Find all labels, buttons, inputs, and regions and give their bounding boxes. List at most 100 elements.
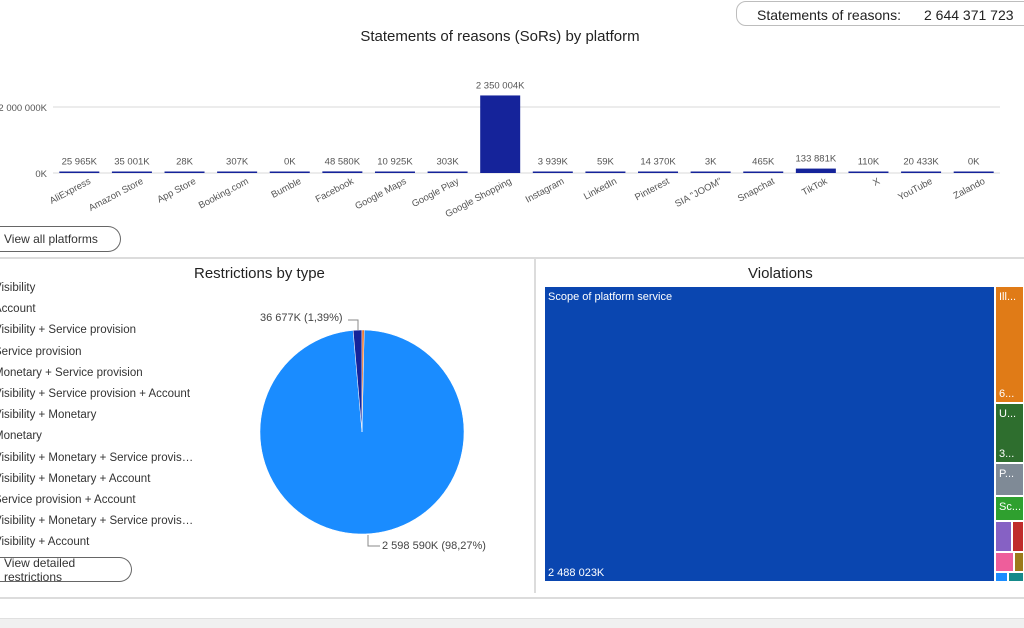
- treemap-cell[interactable]: Ill... 6...: [995, 286, 1024, 403]
- x-tick-label: AliExpress: [48, 176, 93, 207]
- total-sors-box: Statements of reasons: 2 644 371 723: [736, 1, 1024, 26]
- total-sors-value: 2 644 371 723: [924, 7, 1014, 23]
- treemap-cell[interactable]: [1012, 521, 1024, 552]
- bar-value-label: 0K: [968, 157, 980, 168]
- y-tick-label: 2 000 000K: [0, 103, 48, 114]
- x-tick-label: X: [871, 176, 882, 189]
- bar-value-label: 3K: [705, 157, 717, 168]
- legend-item[interactable]: Service provision: [0, 345, 82, 358]
- bar: [59, 171, 100, 173]
- bar-value-label: 28K: [176, 157, 194, 168]
- legend-item[interactable]: Visibility + Monetary + Account: [0, 472, 151, 485]
- x-tick-label: Facebook: [314, 176, 356, 205]
- x-tick-label: Google Maps: [353, 176, 408, 212]
- treemap-cell[interactable]: P...: [995, 463, 1024, 496]
- legend-item[interactable]: Service provision + Account: [0, 494, 136, 506]
- bar: [638, 171, 679, 173]
- legend-item[interactable]: Visibility + Monetary + Service provisio…: [0, 451, 195, 464]
- treemap-cell[interactable]: [995, 552, 1014, 572]
- bar-value-label: 48 580K: [325, 156, 361, 167]
- pie-label-visibility: 2 598 590K (98,27%): [382, 540, 486, 552]
- treemap-cell-label: P...: [999, 468, 1015, 480]
- legend-item[interactable]: Visibility: [0, 282, 36, 294]
- treemap-cell[interactable]: [1014, 552, 1024, 572]
- bar: [164, 171, 205, 173]
- x-tick-label: App Store: [155, 176, 197, 206]
- bar-value-label: 303K: [436, 157, 459, 168]
- bar: [690, 171, 731, 173]
- bar-value-label: 20 433K: [903, 157, 939, 168]
- pie-label-account: 36 677K (1,39%): [260, 312, 343, 324]
- bar: [743, 171, 784, 173]
- treemap-title: Violations: [748, 265, 813, 282]
- treemap-cell-value: 3...: [999, 448, 1015, 460]
- bar: [953, 171, 994, 173]
- treemap-cell-label: U...: [999, 408, 1017, 420]
- bar: [111, 171, 152, 173]
- x-tick-label: Zalando: [952, 176, 987, 202]
- legend-item[interactable]: Visibility + Monetary: [0, 409, 97, 422]
- bar: [795, 168, 836, 173]
- x-tick-label: Snapchat: [736, 176, 777, 205]
- x-tick-label: TikTok: [800, 176, 829, 199]
- bar: [217, 171, 258, 173]
- bar-value-label: 133 881K: [796, 154, 837, 165]
- x-tick-label: Bumble: [270, 176, 304, 201]
- view-all-platforms-button[interactable]: View all platforms: [0, 226, 121, 252]
- bar: [427, 171, 468, 173]
- treemap-cell-value: 6...: [999, 388, 1015, 400]
- bar-value-label: 307K: [226, 157, 249, 168]
- pie-leader-line: [367, 535, 380, 547]
- legend-item[interactable]: Monetary: [0, 430, 42, 443]
- bottom-divider: [0, 597, 1024, 599]
- bar-value-label: 0K: [284, 157, 296, 168]
- x-tick-label: Pinterest: [633, 176, 672, 203]
- bar: [848, 171, 889, 173]
- x-tick-label: LinkedIn: [582, 176, 619, 203]
- footer-bar: [0, 618, 1024, 628]
- pie-chart: [259, 319, 465, 547]
- treemap-cell[interactable]: Sc...: [995, 496, 1024, 521]
- treemap-cell[interactable]: [995, 572, 1008, 582]
- legend-item[interactable]: Visibility + Service provision + Account: [0, 388, 191, 400]
- legend-item[interactable]: Monetary + Service provision: [0, 366, 143, 379]
- treemap-cell-label: Scope of platform service: [548, 291, 673, 303]
- x-tick-label: Booking.com: [197, 176, 251, 212]
- treemap-cell-value: 2 488 023K: [548, 567, 605, 579]
- x-tick-label: SIA "JOOM": [673, 176, 724, 210]
- legend-item[interactable]: Visibility + Monetary + Service provisio…: [0, 515, 195, 528]
- bar-value-label: 59K: [597, 157, 615, 168]
- panel-divider: [534, 258, 536, 593]
- legend-item[interactable]: Visibility + Service provision: [0, 324, 136, 337]
- bar-value-label: 10 925K: [377, 157, 413, 168]
- legend-item[interactable]: Account: [0, 303, 36, 316]
- bar-value-label: 35 001K: [114, 157, 150, 168]
- treemap-cell[interactable]: U... 3...: [995, 403, 1024, 463]
- bar: [269, 171, 310, 173]
- treemap-cell[interactable]: [995, 521, 1012, 552]
- x-tick-label: Instagram: [524, 176, 567, 206]
- treemap-cell[interactable]: Scope of platform service 2 488 023K: [544, 286, 995, 582]
- legend-item[interactable]: Visibility + Account: [0, 536, 90, 549]
- pie-slice: [361, 329, 365, 433]
- bar-chart: 2 000 000K 0K 25 965K AliExpress 35 001K Amaz…: [0, 80, 1000, 220]
- bar-chart-title: Statements of reasons (SoRs) by platform: [360, 28, 640, 45]
- view-detailed-restrictions-button[interactable]: View detailed restrictions: [0, 556, 132, 584]
- bar-value-label: 25 965K: [62, 157, 98, 168]
- treemap-cell-label: Sc...: [999, 501, 1022, 513]
- bar-value-label: 465K: [752, 157, 775, 168]
- bar: [901, 171, 942, 173]
- x-tick-label: Amazon Store: [87, 176, 145, 214]
- bar: [374, 171, 415, 173]
- x-tick-label: YouTube: [896, 176, 934, 203]
- treemap-cell-label: Ill...: [999, 291, 1017, 303]
- pie-leader-line: [348, 319, 359, 330]
- bar: [322, 171, 363, 173]
- bar-value-label: 110K: [858, 157, 880, 168]
- treemap-cell[interactable]: [1008, 572, 1024, 582]
- bar-value-label: 3 939K: [538, 157, 569, 168]
- bar: [585, 171, 626, 173]
- y-tick-label: 0K: [35, 169, 47, 180]
- bar-value-label: 14 370K: [640, 157, 676, 168]
- bar: [532, 171, 573, 173]
